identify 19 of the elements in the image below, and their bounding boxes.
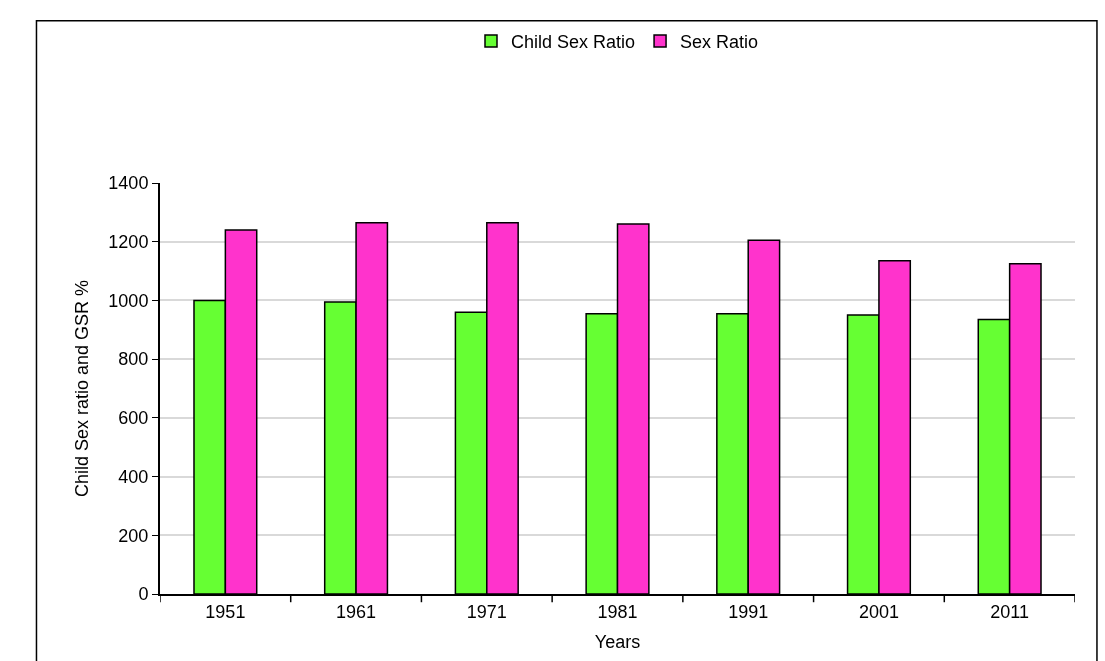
x-tick-label: 2001 <box>858 601 899 622</box>
y-tick-label: 800 <box>118 349 149 370</box>
legend-label: Sex Ratio <box>680 31 759 52</box>
y-tick-label: 400 <box>118 466 149 487</box>
y-tick-label: 1000 <box>108 290 149 311</box>
x-tick-label: 1951 <box>205 601 246 622</box>
x-tick-label: 1981 <box>597 601 638 622</box>
x-tick-label: 2011 <box>990 601 1029 622</box>
y-tick-label: 600 <box>118 408 149 429</box>
x-axis-title: Years <box>594 632 641 653</box>
x-tick-label: 1961 <box>336 601 377 622</box>
y-tick-label: 200 <box>118 525 149 546</box>
legend-label: Child Sex Ratio <box>511 31 636 52</box>
y-axis-title: Child Sex ratio and GSR % <box>72 279 93 498</box>
y-tick-label: 0 <box>138 584 149 605</box>
x-tick-label: 1991 <box>728 601 769 622</box>
x-tick-label: 1971 <box>466 601 507 622</box>
y-tick-label: 1400 <box>108 173 149 194</box>
y-tick-label: 1200 <box>108 232 149 253</box>
